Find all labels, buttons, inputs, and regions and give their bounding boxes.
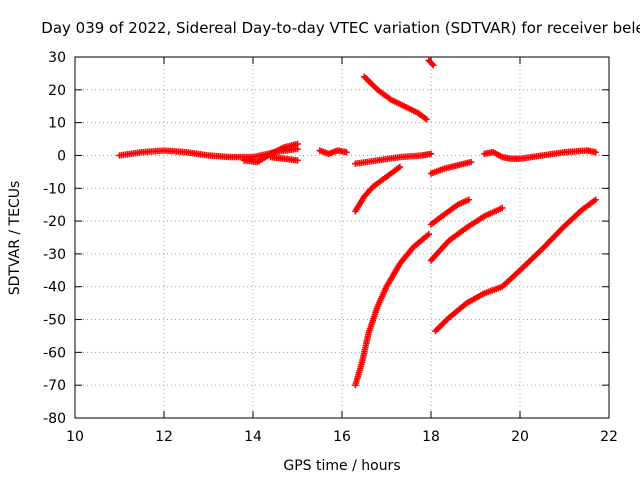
x-tick-label: 16 <box>333 429 351 445</box>
plus-marker <box>430 62 437 69</box>
data-series <box>267 153 301 164</box>
data-series <box>427 196 473 228</box>
axis-ticks: 10 12 14 16 18 20 22 30 20 10 0 -10 -20 -30 -40 -50 -60 -… <box>43 50 618 445</box>
y-tick-label: 20 <box>48 83 66 99</box>
data-series <box>316 147 350 158</box>
x-tick-label: 12 <box>155 429 173 445</box>
plus-marker <box>428 60 436 68</box>
data-series <box>352 150 435 167</box>
x-tick-label: 14 <box>244 429 262 445</box>
x-tick-label: 20 <box>511 429 529 445</box>
plus-marker <box>425 231 432 238</box>
y-tick-label: -30 <box>43 247 66 263</box>
y-tick-label: -40 <box>43 280 66 296</box>
plus-marker <box>294 140 301 148</box>
y-tick-label: 0 <box>57 148 66 164</box>
plus-marker <box>294 157 301 164</box>
plus-marker <box>467 158 475 166</box>
grid-lines <box>75 57 609 418</box>
y-tick-label: -70 <box>43 378 66 394</box>
chart-title: Day 039 of 2022, Sidereal Day-to-day VTE… <box>41 19 640 37</box>
y-tick-label: -80 <box>43 411 66 427</box>
y-axis-label: SDTVAR / TECUs <box>7 181 23 296</box>
x-axis-label: GPS time / hours <box>283 458 400 474</box>
y-tick-label: -60 <box>43 345 66 361</box>
plus-marker <box>427 150 435 158</box>
data-series <box>352 163 404 215</box>
plus-marker <box>423 116 430 123</box>
plus-marker <box>343 148 350 156</box>
data-series <box>427 158 475 177</box>
x-tick-label: 18 <box>422 429 440 445</box>
y-tick-label: -50 <box>43 313 66 329</box>
plus-marker <box>465 196 473 203</box>
data-points <box>116 57 599 389</box>
x-tick-label: 22 <box>600 429 618 445</box>
y-tick-label: -20 <box>43 214 66 230</box>
y-tick-label: 30 <box>48 50 66 66</box>
plus-marker <box>592 148 599 156</box>
data-series <box>352 231 432 389</box>
y-tick-label: -10 <box>43 181 66 197</box>
data-series <box>481 147 599 162</box>
y-tick-label: 10 <box>48 116 66 132</box>
data-series <box>427 204 506 264</box>
plus-marker <box>499 204 506 212</box>
data-series <box>361 73 430 123</box>
plus-marker <box>592 196 599 203</box>
plus-marker <box>396 163 404 171</box>
x-tick-label: 10 <box>66 429 84 445</box>
data-series <box>432 196 599 335</box>
data-series <box>425 57 437 69</box>
